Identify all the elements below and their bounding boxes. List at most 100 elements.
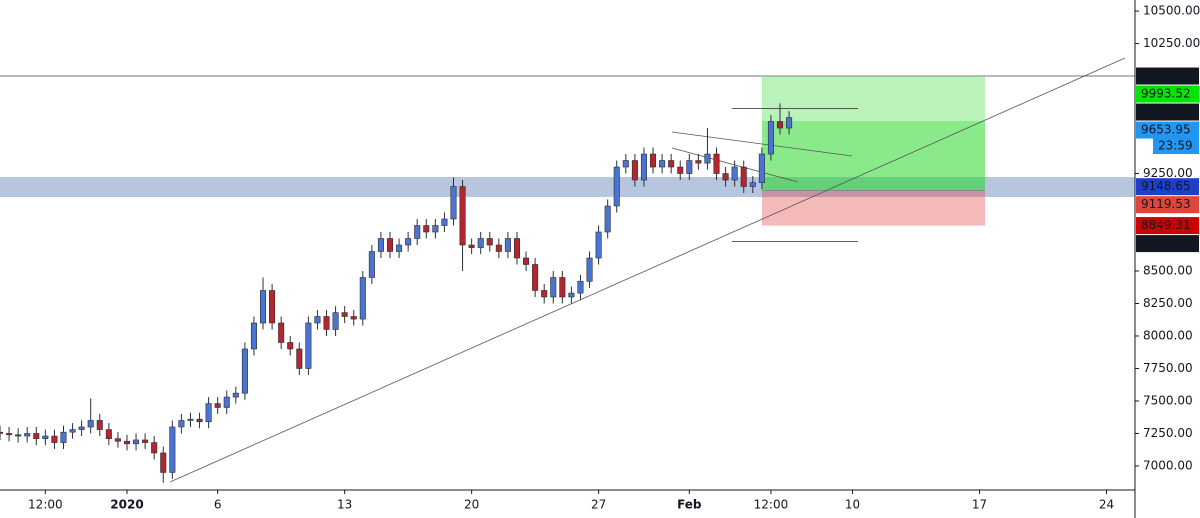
candle-body [405, 238, 412, 246]
candle-body [160, 452, 167, 473]
drawings [0, 57, 1135, 483]
candle-body [96, 420, 103, 430]
price-label-bg [1136, 67, 1199, 85]
candle-body [432, 225, 439, 233]
price-label: 9993.52 [1141, 87, 1191, 101]
candle-body [87, 420, 94, 428]
y-tick-label: 8000.00 [1143, 328, 1193, 342]
candle-body [142, 439, 149, 443]
y-tick-label: 7000.00 [1143, 458, 1193, 472]
candle-body [42, 435, 49, 439]
candle-body [78, 426, 85, 430]
candle-body [786, 117, 793, 129]
x-tick-label: 24 [1099, 498, 1114, 512]
candle-body [731, 166, 738, 181]
candle-body [396, 244, 403, 252]
candle-body [523, 257, 530, 265]
candle-body [178, 420, 185, 428]
candle-body [105, 429, 112, 439]
price-label-bg [1136, 235, 1199, 253]
x-tick-label: 12:00 [28, 498, 63, 512]
candle-body [686, 160, 693, 174]
trend-line [169, 57, 1126, 483]
candle-body [0, 431, 4, 434]
candle-body [704, 153, 711, 164]
y-tick-label: 9250.00 [1143, 166, 1193, 180]
price-label-bg [1136, 217, 1199, 235]
x-tick-label: Feb [677, 498, 702, 512]
x-tick-label: 13 [337, 498, 352, 512]
candle-body [414, 225, 421, 239]
target-zone [762, 76, 985, 191]
candle-body [559, 277, 566, 298]
candle-body [386, 238, 394, 252]
y-tick-label: 7500.00 [1143, 393, 1193, 407]
candle-body [776, 121, 784, 129]
candle-body [60, 431, 67, 443]
candle-body [577, 281, 584, 294]
y-tick-label: 7750.00 [1143, 361, 1193, 375]
candle-body [595, 231, 602, 259]
candle-body [205, 403, 212, 423]
candle-body [232, 392, 239, 398]
y-tick-label: 7250.00 [1143, 426, 1193, 440]
support-zone [0, 177, 1135, 197]
price-label-bg [1136, 103, 1199, 121]
y-tick-label: 8250.00 [1143, 296, 1193, 310]
candle-body [15, 434, 22, 437]
candle-body [550, 277, 557, 298]
candle-body [722, 173, 729, 181]
candle-body [622, 160, 629, 168]
candle-body [423, 225, 430, 233]
y-tick-label: 10500.00 [1143, 4, 1200, 18]
candle-body [749, 182, 756, 187]
candle-body [332, 312, 339, 330]
candle-body [613, 166, 620, 207]
candle-body [368, 251, 375, 278]
candle-body [260, 290, 267, 324]
target-zone-filled [762, 121, 985, 191]
candle-body [296, 348, 303, 369]
candle-body [24, 433, 31, 437]
zones [0, 177, 1135, 197]
candle-body [650, 153, 657, 168]
candle-body [677, 166, 684, 174]
candle-body [513, 238, 521, 259]
candle-body [668, 160, 675, 168]
position-boxes [762, 76, 985, 226]
candles [0, 103, 793, 483]
candle-body [151, 442, 158, 454]
x-tick-label: 27 [591, 498, 606, 512]
price-label-bg [1136, 85, 1199, 103]
candle-body [278, 322, 285, 343]
candle-body [51, 435, 58, 443]
candle-body [441, 218, 448, 226]
candle-body [305, 322, 312, 369]
price-label: 9148.65 [1141, 179, 1191, 193]
candle-body [350, 316, 357, 320]
candle-body [767, 121, 774, 155]
price-label-bg [1136, 178, 1199, 196]
candle-body [196, 418, 203, 423]
channel-line [671, 131, 853, 157]
x-tick-label: 20 [464, 498, 479, 512]
price-label: 10000.00 [1141, 69, 1198, 83]
candle-body [568, 292, 575, 298]
y-tick-label: 10250.00 [1143, 36, 1200, 50]
price-label: 8849.31 [1141, 218, 1191, 232]
candle-body [187, 418, 194, 421]
candle-body [287, 342, 294, 350]
candle-body [695, 160, 702, 164]
price-label-bg [1136, 196, 1199, 214]
candle-body [323, 316, 330, 330]
candle-body [486, 238, 493, 246]
candle-body [341, 312, 348, 317]
candle-body [586, 257, 593, 282]
candle-body [169, 426, 176, 473]
candle-body [495, 244, 502, 252]
countdown: 23:59 [1158, 139, 1193, 153]
price-label: 8727.29 [1141, 236, 1191, 250]
candle-body [33, 433, 40, 439]
candle-body [214, 403, 221, 408]
